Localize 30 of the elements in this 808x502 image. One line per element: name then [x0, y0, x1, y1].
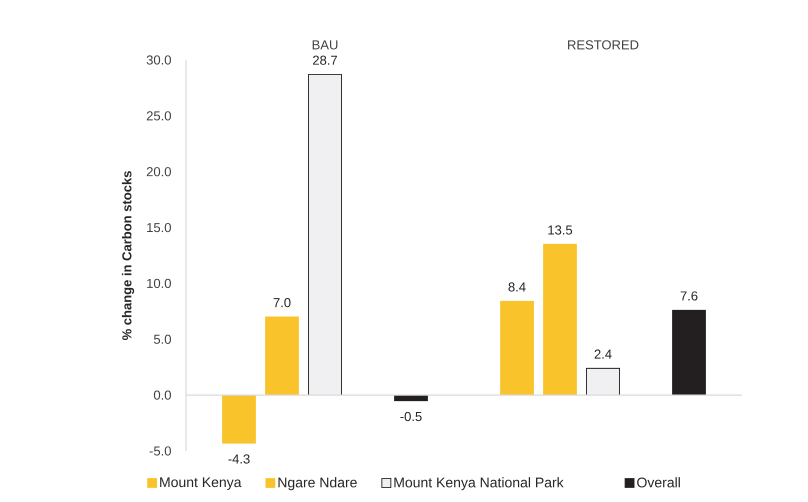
- bar: [222, 394, 256, 444]
- y-tick-label: 30.0: [146, 55, 171, 65]
- data-label: 7.0: [274, 298, 291, 308]
- legend-label: Overall: [637, 477, 680, 488]
- data-label: -4.3: [228, 454, 250, 464]
- data-label: 2.4: [594, 350, 612, 359]
- data-label: 8.4: [508, 282, 526, 292]
- bar: [543, 244, 577, 396]
- legend-label: Mount Kenya: [160, 477, 242, 490]
- y-tick-label: -5.0: [150, 446, 171, 456]
- y-tick-label: 15.0: [147, 222, 171, 232]
- data-label: 7.6: [680, 291, 698, 301]
- y-axis-title: % change in Carbon stocks: [122, 171, 134, 340]
- bar: [308, 74, 342, 396]
- bar: [586, 368, 620, 396]
- bar: [500, 300, 534, 396]
- x-tick-label: BAU: [312, 40, 338, 50]
- y-tick-label: 5.0: [154, 334, 171, 344]
- legend-label: Mount Kenya National Park: [394, 477, 564, 490]
- data-label: 28.7: [313, 56, 337, 65]
- legend-label: Ngare Ndare: [278, 477, 357, 490]
- x-tick-label: RESTORED: [568, 40, 638, 50]
- bar: [265, 316, 299, 396]
- data-label: -0.5: [400, 412, 422, 422]
- y-tick-label: 0.0: [154, 390, 171, 400]
- y-tick-label: 10.0: [147, 278, 171, 288]
- data-label: 13.5: [548, 225, 572, 235]
- y-tick-label: 20.0: [146, 167, 171, 176]
- y-tick-label: 25.0: [146, 111, 171, 120]
- bar: [672, 310, 706, 396]
